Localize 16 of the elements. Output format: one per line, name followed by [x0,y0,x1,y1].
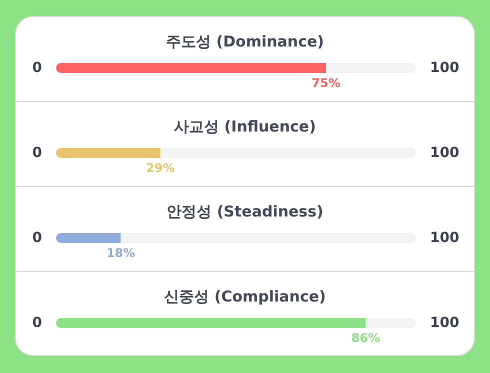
data-label: 29% [146,161,175,175]
text: 100 [430,230,460,246]
text: 0 [32,145,42,161]
text: 0 [32,315,42,331]
text: 0 [32,60,42,76]
data-label: 86% [351,331,380,345]
text: 100 [430,60,460,76]
data-label: 18% [106,246,136,260]
text: 100 [430,315,460,331]
text: 100 [430,145,460,161]
chart-title: 주도성 (Dominance) [166,32,324,50]
chart-title: 신중성 (Compliance) [164,288,326,306]
data-label: 75% [312,76,340,90]
text: 0 [32,230,42,246]
chart-title: 사교성 (Influence) [174,118,316,136]
chart-title: 안정성 (Steadiness) [166,202,324,220]
